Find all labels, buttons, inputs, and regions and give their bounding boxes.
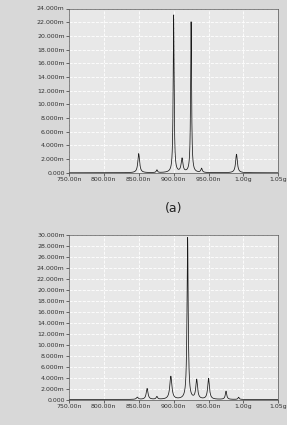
Text: (a): (a) (165, 202, 182, 215)
